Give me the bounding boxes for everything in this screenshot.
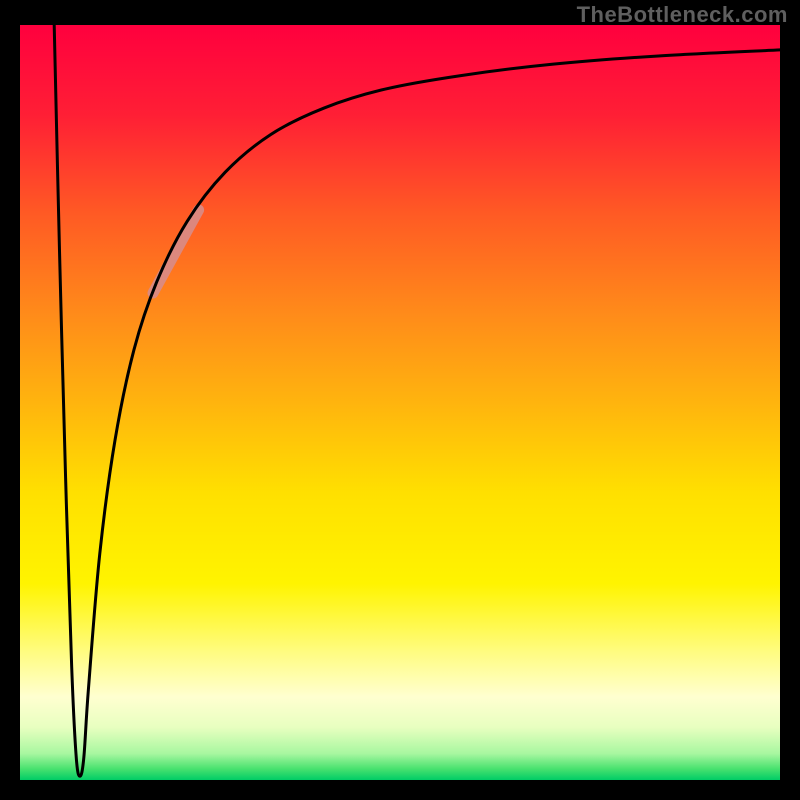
plot-border bbox=[0, 0, 20, 800]
plot-border bbox=[780, 0, 800, 800]
chart-stage: TheBottleneck.com bbox=[0, 0, 800, 800]
plot-background bbox=[20, 25, 780, 780]
chart-svg bbox=[0, 0, 800, 800]
plot-border bbox=[0, 0, 800, 25]
plot-border bbox=[0, 780, 800, 800]
